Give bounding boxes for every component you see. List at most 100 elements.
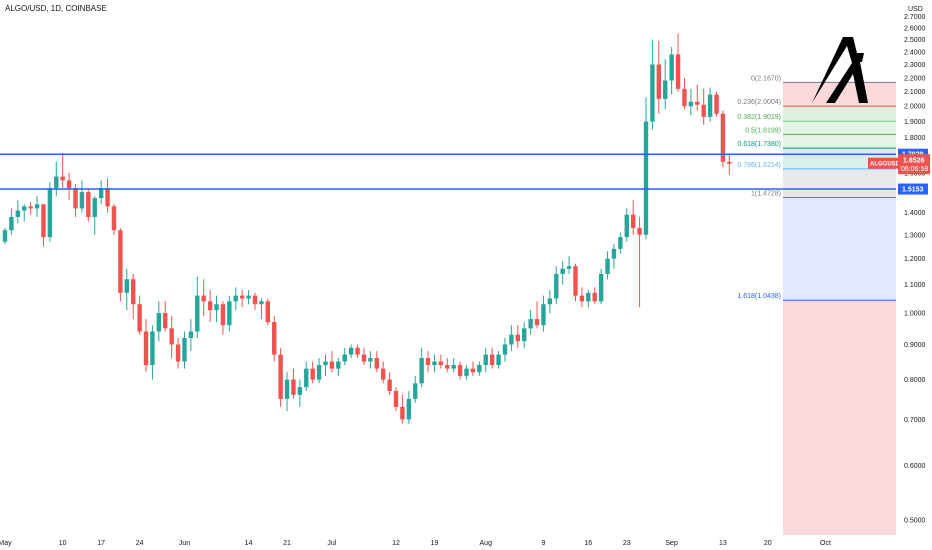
candle-body[interactable] bbox=[554, 273, 559, 299]
candle-body[interactable] bbox=[329, 361, 335, 369]
candle-body[interactable] bbox=[336, 361, 341, 369]
candle-body[interactable] bbox=[419, 358, 424, 384]
candle-body[interactable] bbox=[438, 361, 444, 366]
candle-body[interactable] bbox=[98, 188, 104, 199]
candle-body[interactable] bbox=[361, 354, 367, 362]
candle-body[interactable] bbox=[720, 113, 726, 162]
candle-body[interactable] bbox=[284, 379, 290, 399]
candle-body[interactable] bbox=[489, 354, 495, 366]
candle-body[interactable] bbox=[34, 204, 40, 209]
candle-body[interactable] bbox=[393, 391, 399, 407]
candle-body[interactable] bbox=[60, 176, 65, 181]
time-axis[interactable]: May 10 17 24 Jun 14 21 Jul 12 19 Aug 9 16 23 Sep 13 20 Oc… bbox=[0, 540, 831, 547]
candle-body[interactable] bbox=[22, 206, 27, 211]
candle-body[interactable] bbox=[297, 387, 303, 395]
candle-body[interactable] bbox=[54, 176, 59, 189]
candle-body[interactable] bbox=[304, 368, 309, 388]
candle-body[interactable] bbox=[278, 354, 283, 399]
candle-body[interactable] bbox=[707, 94, 713, 117]
candle-body[interactable] bbox=[560, 268, 565, 274]
candle-body[interactable] bbox=[630, 214, 636, 228]
candle-body[interactable] bbox=[579, 295, 585, 302]
candle-body[interactable] bbox=[41, 204, 46, 238]
candle-body[interactable] bbox=[310, 368, 315, 380]
candle-body[interactable] bbox=[547, 298, 553, 305]
candle-body[interactable] bbox=[413, 383, 418, 399]
candle-body[interactable] bbox=[355, 347, 360, 355]
candle-body[interactable] bbox=[573, 266, 578, 296]
candle-body[interactable] bbox=[675, 54, 681, 89]
candle-body[interactable] bbox=[425, 358, 431, 366]
candle-body[interactable] bbox=[73, 188, 78, 209]
candle-body[interactable] bbox=[66, 180, 72, 189]
candle-body[interactable] bbox=[566, 266, 572, 269]
candle-body[interactable] bbox=[445, 365, 450, 369]
candle-body[interactable] bbox=[483, 354, 488, 366]
candle-body[interactable] bbox=[316, 365, 322, 380]
candle-body[interactable] bbox=[586, 292, 591, 302]
candle-body[interactable] bbox=[515, 334, 520, 342]
candle-body[interactable] bbox=[137, 304, 142, 332]
candle-body[interactable] bbox=[252, 295, 258, 305]
candle-body[interactable] bbox=[111, 206, 117, 231]
candle-body[interactable] bbox=[15, 210, 21, 217]
candle-body[interactable] bbox=[387, 379, 392, 392]
candle-body[interactable] bbox=[637, 227, 642, 235]
candle-body[interactable] bbox=[124, 279, 129, 293]
candle-body[interactable] bbox=[605, 258, 610, 274]
candle-body[interactable] bbox=[656, 64, 662, 99]
candle-body[interactable] bbox=[175, 344, 181, 362]
candle-body[interactable] bbox=[368, 358, 373, 362]
candle-body[interactable] bbox=[624, 214, 629, 238]
candle-body[interactable] bbox=[451, 365, 456, 369]
candle-body[interactable] bbox=[214, 304, 219, 311]
candle-body[interactable] bbox=[239, 295, 245, 299]
candle-body[interactable] bbox=[348, 347, 354, 355]
candle-body[interactable] bbox=[195, 295, 200, 332]
candle-body[interactable] bbox=[477, 365, 482, 373]
candle-body[interactable] bbox=[131, 279, 136, 305]
candle-body[interactable] bbox=[188, 331, 194, 338]
candle-body[interactable] bbox=[323, 361, 328, 366]
candle-body[interactable] bbox=[650, 64, 655, 122]
candle-body[interactable] bbox=[432, 361, 437, 366]
candle-body[interactable] bbox=[406, 398, 412, 420]
candle-body[interactable] bbox=[105, 188, 110, 207]
candle-body[interactable] bbox=[28, 206, 33, 209]
candle-body[interactable] bbox=[201, 295, 206, 302]
candle-body[interactable] bbox=[342, 354, 347, 362]
candle-body[interactable] bbox=[374, 358, 379, 369]
candle-body[interactable] bbox=[592, 292, 597, 302]
candle-body[interactable] bbox=[464, 368, 469, 376]
candle-body[interactable] bbox=[207, 301, 213, 311]
candle-body[interactable] bbox=[611, 248, 617, 259]
candle-body[interactable] bbox=[233, 295, 238, 302]
candle-body[interactable] bbox=[714, 94, 719, 114]
candle-body[interactable] bbox=[643, 121, 649, 235]
candle-body[interactable] bbox=[259, 301, 264, 305]
candle-body[interactable] bbox=[522, 328, 527, 342]
candle-body[interactable] bbox=[682, 88, 687, 107]
candle-body[interactable] bbox=[528, 319, 533, 329]
candle-body[interactable] bbox=[598, 273, 604, 302]
candle-body[interactable] bbox=[143, 331, 149, 366]
candle-body[interactable] bbox=[169, 328, 174, 345]
candle-body[interactable] bbox=[541, 304, 546, 326]
candle-body[interactable] bbox=[380, 368, 386, 380]
candle-body[interactable] bbox=[86, 192, 91, 217]
candle-body[interactable] bbox=[79, 192, 85, 209]
candle-body[interactable] bbox=[182, 337, 187, 362]
candle-body[interactable] bbox=[618, 237, 623, 249]
horizontal-lines[interactable] bbox=[0, 153, 896, 190]
candle-body[interactable] bbox=[150, 331, 155, 366]
candle-body[interactable] bbox=[534, 319, 540, 326]
candle-body[interactable] bbox=[92, 198, 97, 217]
candle-body[interactable] bbox=[291, 379, 296, 395]
candle-body[interactable] bbox=[156, 313, 162, 332]
candle-body[interactable] bbox=[220, 304, 226, 326]
candle-body[interactable] bbox=[118, 230, 123, 293]
candle-body[interactable] bbox=[669, 54, 674, 81]
candle-body[interactable] bbox=[470, 368, 476, 373]
candle-body[interactable] bbox=[47, 188, 53, 238]
